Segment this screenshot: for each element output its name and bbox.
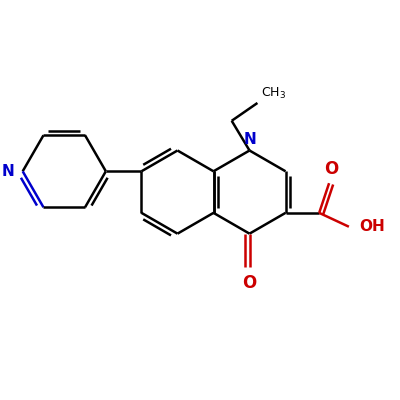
Text: N: N — [243, 132, 256, 147]
Text: O: O — [324, 160, 338, 178]
Text: CH$_3$: CH$_3$ — [261, 86, 286, 101]
Text: N: N — [1, 164, 14, 179]
Text: OH: OH — [359, 219, 384, 234]
Text: O: O — [242, 274, 257, 292]
